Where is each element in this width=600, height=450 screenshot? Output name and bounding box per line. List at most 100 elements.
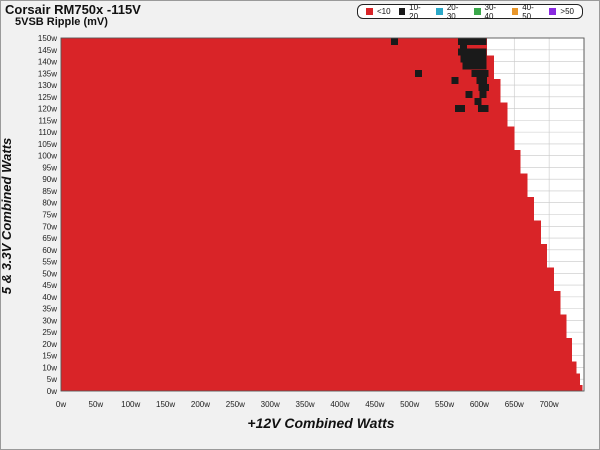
legend-swatch	[366, 8, 373, 15]
heatmap-cell	[479, 90, 487, 98]
y-tick-label: 75w	[42, 211, 57, 220]
y-tick-label: 105w	[38, 140, 57, 149]
legend-swatch	[398, 8, 406, 15]
legend-swatch	[511, 8, 519, 15]
legend-item: 10-20	[398, 2, 429, 21]
x-tick-label: 500w	[400, 400, 419, 409]
y-tick-label: 145w	[38, 46, 57, 55]
y-tick-label: 0w	[47, 387, 57, 396]
legend-label: <10	[377, 7, 391, 16]
y-axis-label: 5 & 3.3V Combined Watts	[0, 137, 14, 295]
heatmap-cell	[482, 83, 490, 91]
legend-item: 20-30	[436, 3, 466, 21]
legend-swatch	[549, 8, 557, 15]
x-tick-label: 50w	[89, 400, 104, 409]
y-tick-label: 15w	[42, 352, 57, 361]
y-tick-label: 65w	[42, 234, 57, 243]
y-tick-label: 5w	[47, 375, 57, 384]
y-tick-label: 40w	[42, 293, 57, 302]
heatmap-band	[61, 361, 577, 374]
legend-item: 30-40	[473, 2, 504, 21]
y-tick-label: 55w	[42, 258, 57, 267]
heatmap-band	[61, 138, 515, 150]
y-tick-label: 95w	[42, 163, 57, 172]
x-tick-label: 250w	[226, 400, 245, 409]
heatmap-cell	[479, 55, 487, 63]
heatmap-band	[61, 267, 555, 280]
heatmap-cell	[474, 98, 482, 106]
heatmap-band	[61, 114, 508, 127]
y-tick-label: 115w	[38, 116, 57, 125]
y-tick-label: 25w	[42, 328, 57, 337]
y-tick-label: 30w	[42, 316, 57, 325]
heatmap-band	[61, 290, 561, 303]
heatmap-cell	[457, 48, 465, 56]
heatmap-band	[61, 279, 555, 291]
y-tick-label: 85w	[42, 187, 57, 196]
y-tick-label: 135w	[38, 69, 57, 78]
heatmap-cell	[457, 105, 465, 113]
legend-label: 30-40	[484, 2, 497, 21]
y-tick-label: 80w	[42, 199, 57, 208]
heatmap-cell	[479, 48, 487, 56]
heatmap-cell	[415, 69, 423, 77]
heatmap-band	[61, 338, 573, 350]
y-tick-label: 110w	[38, 128, 57, 137]
y-tick-label: 150w	[38, 34, 57, 43]
heatmap-cell	[479, 38, 487, 45]
y-tick-label: 45w	[42, 281, 57, 290]
legend-item: >50	[549, 7, 574, 16]
heatmap-band	[61, 102, 508, 115]
heatmap-cell	[459, 41, 467, 49]
heatmap-cell	[462, 62, 470, 70]
x-tick-label: 550w	[435, 400, 454, 409]
x-tick-label: 100w	[121, 400, 140, 409]
heatmap-band	[61, 149, 521, 162]
legend-label: >50	[560, 7, 574, 16]
heatmap-cell	[467, 62, 475, 70]
heatmap-band	[61, 90, 501, 103]
legend-item: <10	[366, 7, 391, 16]
heatmap-band	[61, 385, 583, 391]
y-tick-label: 60w	[42, 246, 57, 255]
legend-label: 10-20	[409, 2, 421, 21]
heatmap-band	[61, 67, 495, 80]
x-tick-label: 0w	[56, 400, 66, 409]
legend-label: 20-30	[446, 2, 459, 21]
legend-swatch	[473, 8, 481, 15]
heatmap-band	[61, 302, 561, 315]
heatmap-band	[61, 232, 541, 244]
y-tick-label: 100w	[38, 152, 57, 161]
heatmap-band	[61, 43, 488, 56]
chart-title: Corsair RM750x -115V	[5, 2, 141, 17]
heatmap-band	[61, 243, 548, 256]
x-tick-label: 450w	[365, 400, 384, 409]
legend-item: 40-50	[511, 3, 542, 21]
x-tick-label: 200w	[191, 400, 210, 409]
y-tick-label: 20w	[42, 340, 57, 349]
y-tick-label: 120w	[38, 105, 57, 114]
heatmap-cell	[460, 55, 468, 63]
heatmap-band	[61, 373, 580, 386]
heatmap-band	[61, 349, 573, 362]
heatmap-cell	[390, 38, 398, 45]
x-tick-label: 300w	[261, 400, 280, 409]
heatmap-cell	[481, 69, 489, 77]
legend-swatch	[436, 8, 443, 15]
heatmap-band	[61, 161, 521, 174]
heatmap-cell	[479, 62, 487, 70]
heatmap-band	[61, 326, 567, 339]
heatmap-band	[61, 196, 534, 209]
heatmap-cell	[480, 76, 488, 84]
x-tick-label: 650w	[505, 400, 524, 409]
y-tick-label: 70w	[42, 222, 57, 231]
y-tick-label: 35w	[42, 305, 57, 314]
chart-subtitle: 5VSB Ripple (mV)	[15, 16, 108, 28]
y-tick-label: 90w	[42, 175, 57, 184]
heatmap-cell	[457, 38, 465, 45]
plot-border	[60, 37, 585, 392]
heatmap-band	[61, 79, 501, 91]
heatmap-cell	[451, 76, 459, 84]
